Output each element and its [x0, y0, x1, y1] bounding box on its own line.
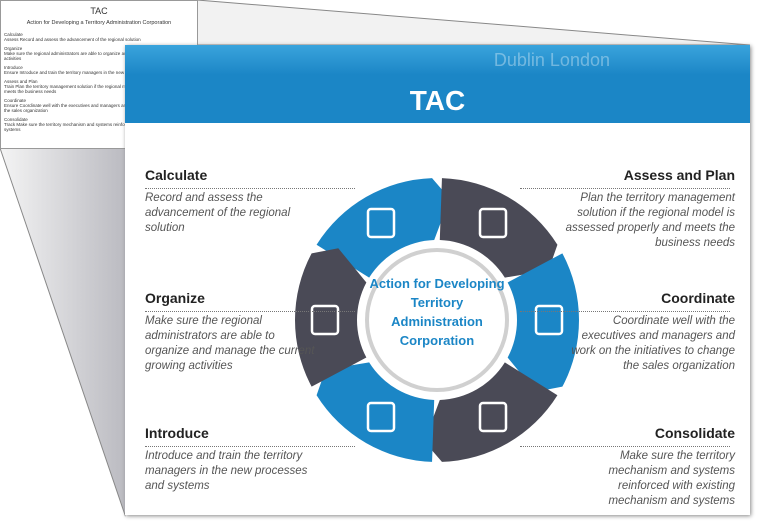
thumb-text: Train Plan the territory management solu… [4, 84, 186, 94]
heading: Coordinate [661, 290, 735, 306]
banner: Dublin London [125, 45, 750, 75]
icon [478, 207, 508, 239]
thumb-text: Make sure the regional administrators ar… [4, 51, 187, 61]
thumb-item: Consolidate Track Make sure the territory… [1, 117, 197, 132]
segment [439, 178, 558, 278]
thumb-item: Organize Make sure the regional administr… [1, 46, 197, 61]
thumb-subtitle: Action for Developing a Territory Admini… [26, 20, 172, 26]
heading: Calculate [145, 167, 208, 183]
segment [295, 248, 367, 387]
thumb-text: Ensure Introduce and train the territory… [4, 70, 173, 75]
description: Make sure the territory mechanism and sy… [608, 450, 735, 507]
thumb-text: Ensure Coordinate well with the executiv… [4, 103, 194, 113]
segment [424, 362, 558, 462]
divider [520, 446, 730, 447]
thumb-label: Consolidate [4, 117, 28, 122]
center-text: Action for Developing Territory Administ… [369, 276, 505, 348]
thumbnail: TAC Action for Developing a Territory Ad… [0, 0, 198, 149]
heading: Assess and Plan [623, 167, 735, 183]
description: Record and assess the advancement of the… [145, 192, 291, 234]
icon [366, 207, 396, 239]
divider [145, 446, 355, 447]
description: Plan the territory management solution i… [565, 192, 735, 249]
divider [520, 311, 730, 312]
icon [366, 401, 396, 433]
description: Coordinate well with the executives and … [571, 315, 735, 372]
segment [316, 362, 435, 462]
thumb-item: Introduce Ensure Introduce and train the … [1, 65, 197, 75]
segment [507, 253, 579, 392]
icon [478, 401, 508, 433]
hub [365, 248, 509, 392]
divider [520, 188, 730, 189]
thumb-text: Assess Record and assess the advancement… [4, 37, 141, 42]
thumb-item: Assess and Plan Train Plan the territory … [1, 79, 197, 94]
thumb-text: Track Make sure the territory mechanism … [4, 122, 193, 132]
icon [310, 304, 340, 336]
thumb-label: Coordinate [4, 98, 27, 103]
divider [145, 311, 355, 312]
description: Introduce and train the territory manage… [145, 450, 308, 492]
thumb-list: Calculate Assess Record and assess the ad… [1, 32, 197, 132]
heading: Organize [145, 290, 205, 306]
thumb-item: Coordinate Ensure Coordinate well with th… [1, 98, 197, 113]
slide-title: TAC [125, 75, 750, 123]
divider [145, 188, 355, 189]
thumb-title: TAC [90, 6, 108, 16]
description: Make sure the regional administrators ar… [145, 315, 315, 372]
thumb-label: Organize [4, 46, 23, 51]
thumb-label: Calculate [4, 32, 23, 37]
wheel [295, 178, 579, 462]
slide: Dublin London TAC Action for Developing … [125, 45, 750, 515]
heading: Introduce [145, 425, 209, 441]
thumb-item: Calculate Assess Record and assess the ad… [1, 32, 197, 42]
heading: Consolidate [654, 425, 735, 441]
segment [316, 178, 450, 278]
icon [534, 304, 564, 336]
thumb-label: Assess and Plan [4, 79, 38, 84]
thumb-label: Introduce [4, 65, 23, 70]
